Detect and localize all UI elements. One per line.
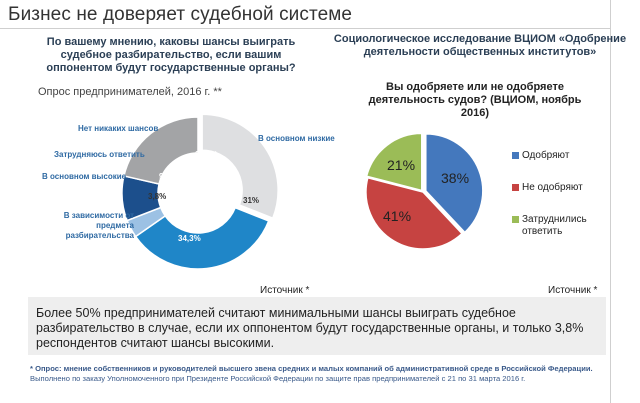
pie-slice-1 [134,206,270,270]
donut-label-mostly-high: В основном высокие [42,172,127,181]
legend-label-disapprove: Не одобряют [522,182,583,193]
right-title: Социологическое исследование ВЦИОМ «Одоб… [333,33,627,58]
footnote-rest: Выполнено по заказу Уполномоченного при … [30,373,526,383]
donut-label-undecided: Затрудняюсь ответить [54,150,145,159]
pie-value-approve: 38% [441,170,470,186]
pie-value-disapprove: 41% [383,208,412,224]
donut-value-mostly-high: 3,8% [148,192,167,201]
survey-note: Опрос предпринимателей, 2016 г. ** [38,86,222,98]
summary-text: Более 50% предпринимателей считают миним… [36,306,584,350]
pie-slice-0 [201,113,279,220]
right-source: Источник * [548,285,598,296]
pie-value-undecided: 21% [387,157,416,173]
pie-slice-1 [365,176,464,250]
donut-value-depends: 34,3% [178,234,201,243]
title-divider [0,28,610,29]
footnote-bold: * Опрос: мнение собственников и руководи… [30,364,593,373]
right-edge-divider [610,0,611,403]
donut-label-depends: В зависимости от предмета разбирательств… [63,211,134,240]
donut-value-no-chance: 21,4% [195,150,218,159]
left-source: Источник * [260,285,310,296]
donut-value-undecided: 9,5% [159,172,178,181]
legend-label-undecided: Затруднились ответить [522,214,587,237]
legend-swatch-disapprove [512,184,519,191]
donut-value-mostly-low: 31% [243,196,260,205]
legend-label-approve: Одобряют [522,150,570,161]
donut-label-no-chance: Нет никаких шансов [78,124,159,133]
footnote: * Опрос: мнение собственников и руководи… [30,364,610,383]
left-question: По вашему мнению, каковы шансы выиграть … [46,36,296,74]
donut-label-mostly-low: В основном низкие [258,134,335,143]
summary-box: Более 50% предпринимателей считают миним… [28,297,606,355]
legend-swatch-undecided [512,216,519,223]
legend-swatch-approve [512,152,519,159]
slide-title: Бизнес не доверяет судебной системе [8,4,353,25]
right-question: Вы одобряете или не одобряете деятельнос… [368,81,582,119]
